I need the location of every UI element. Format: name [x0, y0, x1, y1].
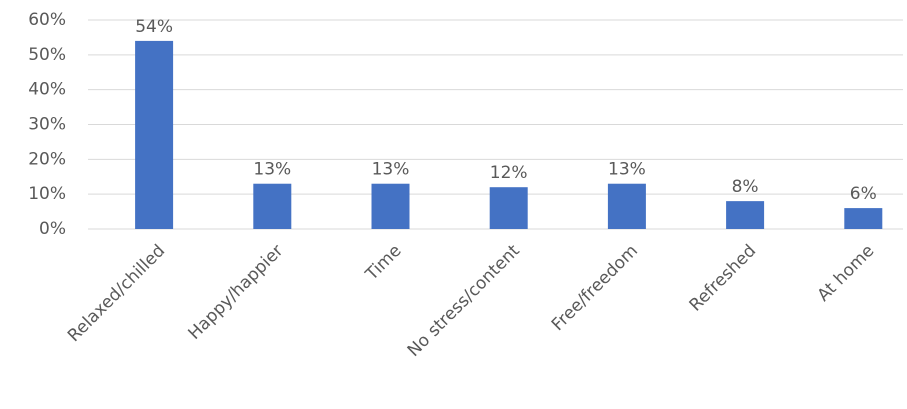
bar: [135, 40, 174, 230]
y-tick-label: 60%: [28, 10, 66, 30]
bar: [371, 183, 410, 229]
bar: [253, 183, 292, 229]
y-tick-label: 0%: [39, 219, 66, 239]
x-tick-label: At home: [814, 241, 879, 306]
data-label: 6%: [850, 184, 877, 204]
data-label: 13%: [372, 160, 410, 180]
x-tick-label: Refreshed: [686, 241, 761, 316]
bar: [489, 187, 528, 229]
y-tick-label: 50%: [28, 45, 66, 65]
x-tick-label: Free/freedom: [548, 241, 642, 335]
data-label: 8%: [732, 177, 759, 197]
bar: [607, 183, 646, 229]
y-tick-label: 30%: [28, 115, 66, 135]
x-tick-label: Time: [361, 241, 405, 285]
data-label: 12%: [490, 163, 528, 183]
data-label: 13%: [253, 160, 291, 180]
x-tick-label: Happy/happier: [184, 241, 287, 344]
y-tick-label: 40%: [28, 80, 66, 100]
y-tick-label: 10%: [28, 184, 66, 204]
x-tick-label: No stress/content: [404, 241, 524, 361]
y-tick-label: 20%: [28, 149, 66, 169]
x-tick-label: Relaxed/chilled: [64, 241, 169, 346]
data-label: 13%: [608, 160, 646, 180]
data-label: 54%: [135, 17, 173, 37]
bar: [726, 201, 765, 229]
bar: [844, 208, 883, 229]
